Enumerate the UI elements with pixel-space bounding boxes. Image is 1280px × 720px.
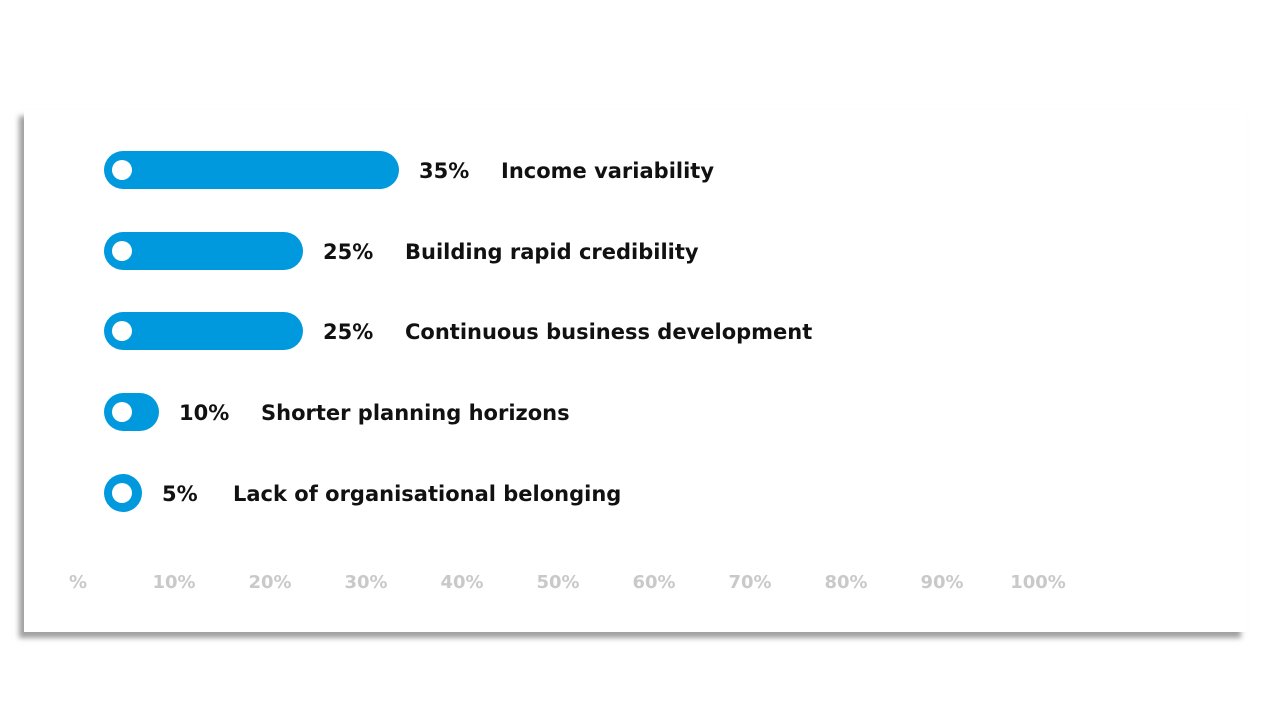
bar-knob-icon: [112, 402, 132, 422]
x-tick-label: 60%: [632, 572, 675, 593]
x-tick-label: 40%: [440, 572, 483, 593]
bar-knob-icon: [112, 160, 132, 180]
x-tick-label: 70%: [728, 572, 771, 593]
bar-knob-icon: [112, 321, 132, 341]
x-tick-label: 100%: [1010, 572, 1066, 593]
value-label: 5%: [162, 482, 198, 506]
bar-2: [104, 232, 303, 270]
x-tick-label: 50%: [536, 572, 579, 593]
bar-knob-icon: [112, 483, 132, 503]
value-label: 25%: [323, 320, 373, 344]
category-label: Lack of organisational belonging: [233, 482, 621, 506]
category-label: Shorter planning horizons: [261, 401, 570, 425]
category-label: Continuous business development: [405, 320, 812, 344]
x-tick-label: %: [69, 572, 87, 593]
value-label: 25%: [323, 240, 373, 264]
value-label: 35%: [419, 159, 469, 183]
x-tick-label: 80%: [824, 572, 867, 593]
bar-3: [104, 312, 303, 350]
bar-knob-icon: [112, 241, 132, 261]
x-tick-label: 10%: [152, 572, 195, 593]
category-label: Building rapid credibility: [405, 240, 699, 264]
value-label: 10%: [179, 401, 229, 425]
x-tick-label: 30%: [344, 572, 387, 593]
x-tick-label: 90%: [920, 572, 963, 593]
x-tick-label: 20%: [248, 572, 291, 593]
bar-1: [104, 151, 399, 189]
category-label: Income variability: [501, 159, 714, 183]
